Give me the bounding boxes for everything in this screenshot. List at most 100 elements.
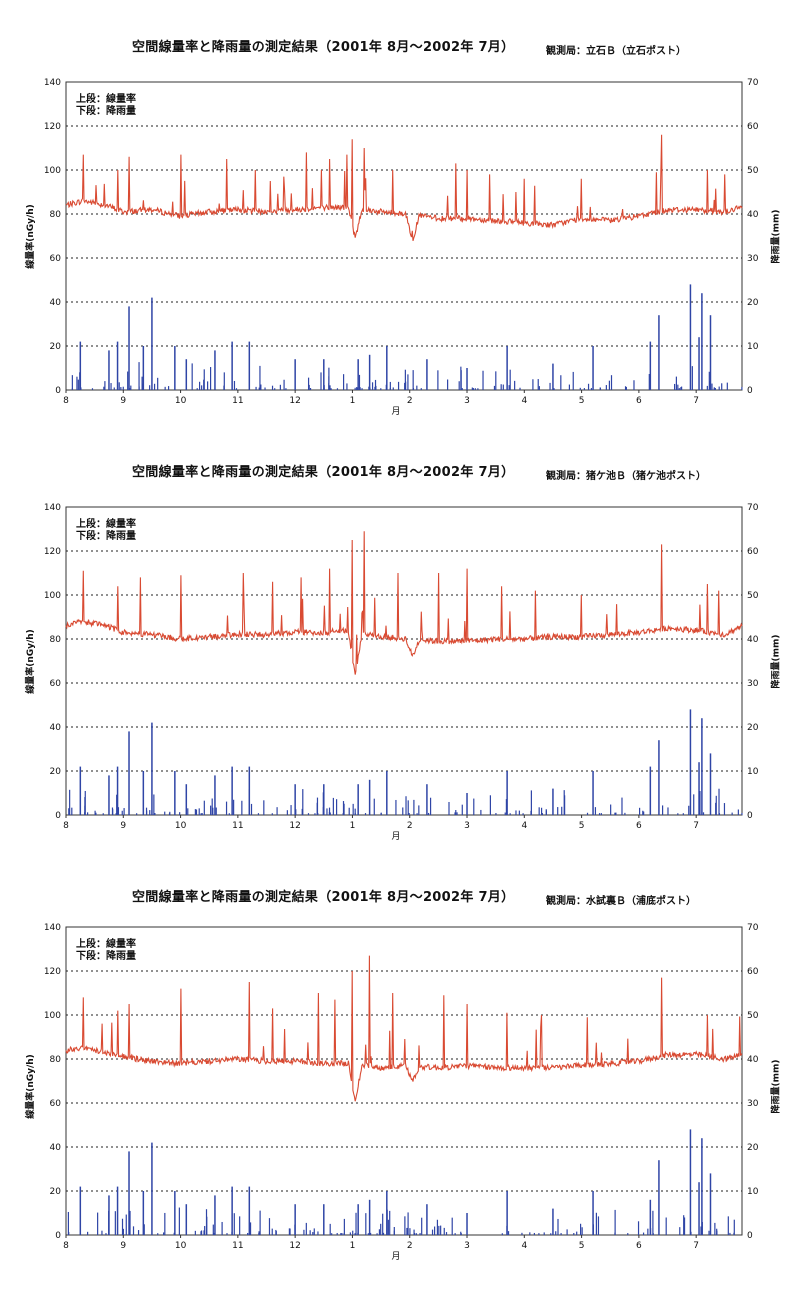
y-tick-label-right: 60 [747, 547, 759, 557]
y-tick-label-left: 80 [50, 635, 62, 645]
x-axis-label: 月 [391, 406, 400, 417]
x-tick-label: 9 [120, 821, 126, 831]
plot-frame [65, 506, 743, 816]
chart-legend: 上段：線量率 下段：降雨量 [76, 939, 136, 963]
y-tick-label-left: 20 [50, 767, 62, 777]
y-tick-label-left: 100 [44, 591, 61, 601]
y-tick-label-left: 40 [50, 298, 62, 308]
y-tick-label-left: 100 [44, 166, 61, 176]
chart-panel-2: 空間線量率と降雨量の測定結果（2001年 8月～2002年 7月） 観測局：猪ケ… [0, 425, 800, 855]
x-tick-label: 12 [289, 396, 300, 406]
x-tick-label: 12 [289, 1241, 300, 1251]
y-tick-label-right: 70 [747, 923, 759, 933]
x-tick-label: 2 [407, 821, 413, 831]
y-tick-label-left: 140 [44, 923, 61, 933]
y-axis-right-label: 降雨量(mm) [771, 1059, 782, 1114]
x-tick-label: 5 [579, 821, 585, 831]
dose-rate-series-line [65, 955, 743, 1102]
y-axis-right-label: 降雨量(mm) [771, 209, 782, 264]
y-tick-label-right: 70 [747, 78, 759, 88]
x-tick-label: 8 [63, 396, 69, 406]
x-tick-label: 3 [464, 396, 470, 406]
y-tick-label-right: 0 [747, 1231, 753, 1241]
x-tick-label: 10 [175, 1241, 187, 1251]
x-tick-label: 2 [407, 396, 413, 406]
legend-item-dose: 上段：線量率 [76, 519, 136, 530]
x-tick-label: 4 [521, 821, 527, 831]
plot-frame [65, 926, 743, 1236]
x-tick-label: 2 [407, 1241, 413, 1251]
chart-title: 空間線量率と降雨量の測定結果（2001年 8月～2002年 7月） [132, 465, 515, 480]
x-tick-label: 10 [175, 821, 187, 831]
dose-rate-series-line [65, 134, 743, 241]
legend-item-rain: 下段：降雨量 [76, 531, 136, 542]
legend-item-dose: 上段：線量率 [76, 94, 136, 105]
y-axis-right-label: 降雨量(mm) [771, 634, 782, 689]
y-tick-label-right: 10 [747, 767, 759, 777]
y-tick-label-right: 60 [747, 967, 759, 977]
y-tick-label-left: 140 [44, 503, 61, 513]
y-tick-label-left: 80 [50, 1055, 62, 1065]
station-name: 観測局：猪ケ池Ｂ（猪ケ池ポスト） [546, 471, 706, 482]
y-tick-label-left: 60 [50, 679, 62, 689]
y-tick-label-left: 80 [50, 210, 62, 220]
x-tick-label: 4 [521, 1241, 527, 1251]
y-tick-label-left: 140 [44, 78, 61, 88]
chart-title: 空間線量率と降雨量の測定結果（2001年 8月～2002年 7月） [132, 890, 515, 905]
chart-legend: 上段：線量率 下段：降雨量 [76, 519, 136, 543]
chart-panel-1: 空間線量率と降雨量の測定結果（2001年 8月～2002年 7月） 観測局：立石… [0, 0, 800, 430]
x-tick-label: 10 [175, 396, 187, 406]
x-tick-label: 7 [693, 821, 699, 831]
y-tick-label-right: 30 [747, 1099, 759, 1109]
x-axis-label: 月 [391, 831, 400, 842]
y-tick-label-right: 40 [747, 635, 759, 645]
y-tick-label-right: 30 [747, 254, 759, 264]
x-axis-label: 月 [391, 1251, 400, 1262]
x-tick-label: 5 [579, 1241, 585, 1251]
y-tick-label-left: 40 [50, 723, 62, 733]
y-tick-label-left: 60 [50, 254, 62, 264]
y-tick-label-right: 10 [747, 1187, 759, 1197]
x-tick-label: 11 [232, 396, 243, 406]
y-tick-label-left: 20 [50, 342, 62, 352]
y-axis-left-label: 線量率(nGy/h) [25, 204, 36, 269]
legend-item-rain: 下段：降雨量 [76, 951, 136, 962]
chart-panel-3: 空間線量率と降雨量の測定結果（2001年 8月～2002年 7月） 観測局：水試… [0, 850, 800, 1290]
dose-rate-series-line [65, 531, 743, 675]
y-tick-label-right: 60 [747, 122, 759, 132]
y-tick-label-left: 20 [50, 1187, 62, 1197]
y-tick-label-right: 0 [747, 811, 753, 821]
y-tick-label-right: 20 [747, 298, 759, 308]
y-tick-label-left: 120 [44, 967, 61, 977]
x-tick-label: 3 [464, 1241, 470, 1251]
y-tick-label-left: 120 [44, 122, 61, 132]
y-tick-label-right: 50 [747, 166, 759, 176]
x-tick-label: 1 [350, 396, 356, 406]
x-tick-label: 8 [63, 821, 69, 831]
x-tick-label: 9 [120, 396, 126, 406]
x-tick-label: 3 [464, 821, 470, 831]
y-tick-label-right: 0 [747, 386, 753, 396]
y-tick-label-left: 60 [50, 1099, 62, 1109]
y-tick-label-right: 70 [747, 503, 759, 513]
x-tick-label: 4 [521, 396, 527, 406]
y-axis-left-label: 線量率(nGy/h) [25, 629, 36, 694]
x-tick-label: 12 [289, 821, 300, 831]
y-tick-label-right: 20 [747, 1143, 759, 1153]
y-tick-label-right: 10 [747, 342, 759, 352]
plot-frame [65, 81, 743, 391]
y-axis-left-label: 線量率(nGy/h) [25, 1054, 36, 1119]
station-name: 観測局：立石Ｂ（立石ポスト） [546, 46, 686, 57]
x-tick-label: 1 [350, 821, 356, 831]
y-tick-label-left: 0 [55, 811, 61, 821]
x-tick-label: 6 [636, 396, 642, 406]
x-tick-label: 8 [63, 1241, 69, 1251]
x-tick-label: 6 [636, 821, 642, 831]
chart-legend: 上段：線量率 下段：降雨量 [76, 94, 136, 118]
x-tick-label: 11 [232, 821, 243, 831]
x-tick-label: 7 [693, 1241, 699, 1251]
y-tick-label-left: 0 [55, 1231, 61, 1241]
